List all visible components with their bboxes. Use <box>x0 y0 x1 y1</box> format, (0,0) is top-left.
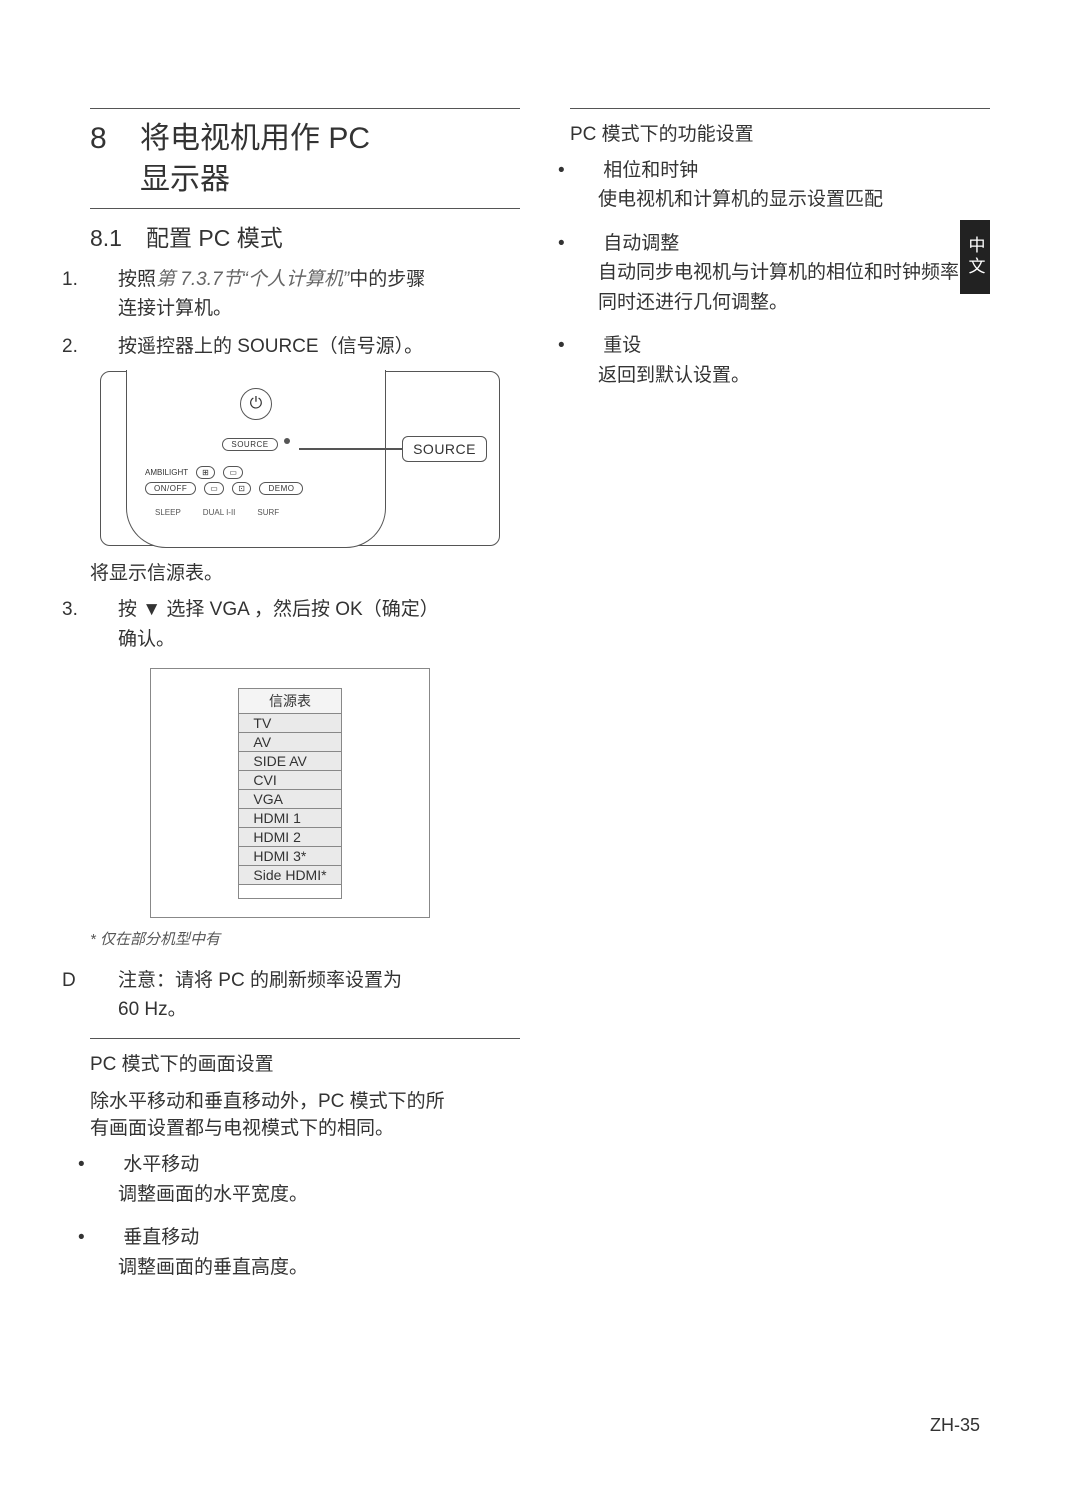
dual-label: DUAL I-II <box>203 508 236 517</box>
power-icon: ⏻ <box>240 388 272 420</box>
bullet-title: 水平移动 <box>123 1154 199 1175</box>
step1-ref: 第 7.3.7节“个人计算机” <box>156 269 349 290</box>
src-row: VGA <box>239 789 341 808</box>
src-row: CVI <box>239 770 341 789</box>
pill-1: ⊞ <box>196 466 215 479</box>
chapter-title-line2: 显示器 <box>140 163 230 196</box>
rule-top-left <box>90 108 520 109</box>
pic-desc-a: 除水平移动和垂直移动外，PC 模式下的所 <box>90 1091 445 1112</box>
step3-b: 确认。 <box>118 629 175 650</box>
rule-pic <box>90 1038 520 1039</box>
bullet-reset: 重设 返回到默认设置。 <box>598 331 990 390</box>
left-column: 8将电视机用作 PC 显示器 8.1配置 PC 模式 1.按照第 7.3.7节“… <box>90 100 520 1296</box>
pic-desc-b: 有画面设置都与电视模式下的相同。 <box>90 1118 394 1139</box>
section-num: 8.1 <box>90 225 146 252</box>
rule-under-chapter <box>90 208 520 209</box>
note60-a: 注意：请将 PC 的刷新频率设置为 <box>118 970 402 991</box>
section-title: 配置 PC 模式 <box>146 225 283 251</box>
src-row: HDMI 2 <box>239 827 341 846</box>
step-2: 2.按遥控器上的 SOURCE（信号源）。 <box>118 332 520 361</box>
remote-row-mid2: ON/OFF ▭ ⊡ DEMO <box>127 482 385 495</box>
sleep-label: SLEEP <box>155 508 181 517</box>
ambilight-label: AMBILIGHT <box>145 468 188 477</box>
step-3: 3.按 ▼ 选择 VGA ，然后按 OK（确定） 确认。 <box>118 595 520 654</box>
onoff-btn: ON/OFF <box>145 482 196 495</box>
src-row: SIDE AV <box>239 751 341 770</box>
src-row: HDMI 1 <box>239 808 341 827</box>
step3-a: 按 ▼ 选择 VGA ，然后按 OK（确定） <box>118 599 439 620</box>
note-d: D <box>90 967 118 996</box>
bullet-phase: 相位和时钟 使电视机和计算机的显示设置匹配 <box>598 156 990 215</box>
bullet-title: 垂直移动 <box>123 1227 199 1248</box>
src-row: AV <box>239 732 341 751</box>
pill-2: ▭ <box>223 466 243 479</box>
pill-3: ▭ <box>204 482 224 495</box>
pic-settings-head: PC 模式下的画面设置 <box>90 1049 520 1076</box>
bullet-title: 重设 <box>603 335 641 356</box>
step1-c: 中的步骤 <box>349 269 425 290</box>
bullet-desc: 调整画面的垂直高度。 <box>118 1253 520 1282</box>
remote-illustration: ⏻ SOURCE AMBILIGHT ⊞ ▭ ON/OFF ▭ ⊡ DEMO <box>100 371 500 546</box>
func-settings-head: PC 模式下的功能设置 <box>570 119 990 146</box>
src-row: Side HDMI* <box>239 865 341 884</box>
remote-row-mid: AMBILIGHT ⊞ ▭ <box>127 466 385 479</box>
src-row: TV <box>239 713 341 732</box>
language-tab: 中文 <box>960 220 990 294</box>
bullet-desc: 返回到默认设置。 <box>598 361 990 390</box>
note60-b: 60 Hz。 <box>118 999 187 1020</box>
remote-body: ⏻ SOURCE AMBILIGHT ⊞ ▭ ON/OFF ▭ ⊡ DEMO <box>126 370 386 548</box>
chapter-num: 8 <box>90 119 140 160</box>
step-1: 1.按照第 7.3.7节“个人计算机”中的步骤 连接计算机。 <box>118 265 520 324</box>
bullet-title: 自动调整 <box>603 233 679 254</box>
bullet-auto: 自动调整 自动同步电视机与计算机的相位和时钟频率，同时还进行几何调整。 <box>598 229 990 317</box>
source-callout: SOURCE <box>402 436 487 462</box>
func-bullets: 相位和时钟 使电视机和计算机的显示设置匹配 自动调整 自动同步电视机与计算机的相… <box>570 156 990 390</box>
step2-text: 按遥控器上的 SOURCE（信号源）。 <box>118 336 423 357</box>
bullet-vmove: 垂直移动 调整画面的垂直高度。 <box>118 1223 520 1282</box>
bullet-desc: 调整画面的水平宽度。 <box>118 1180 520 1209</box>
table-footnote: * 仅在部分机型中有 <box>90 928 520 949</box>
source-btn: SOURCE <box>222 438 277 451</box>
demo-btn: DEMO <box>259 482 303 495</box>
right-column: PC 模式下的功能设置 相位和时钟 使电视机和计算机的显示设置匹配 自动调整 自… <box>570 100 990 1296</box>
bullet-desc: 自动同步电视机与计算机的相位和时钟频率，同时还进行几何调整。 <box>598 258 990 317</box>
bullet-hmove: 水平移动 调整画面的水平宽度。 <box>118 1150 520 1209</box>
pic-bullets: 水平移动 调整画面的水平宽度。 垂直移动 调整画面的垂直高度。 <box>90 1150 520 1282</box>
rule-top-right <box>570 108 990 109</box>
bullet-title: 相位和时钟 <box>603 160 698 181</box>
pill-4: ⊡ <box>232 482 251 495</box>
page-number: ZH-35 <box>930 1415 980 1436</box>
section-8-1: 8.1配置 PC 模式 <box>90 219 520 253</box>
source-table: 信源表 TV AV SIDE AV CVI VGA HDMI 1 HDMI 2 … <box>238 688 341 899</box>
src-row: HDMI 3* <box>239 846 341 865</box>
source-table-wrap: 信源表 TV AV SIDE AV CVI VGA HDMI 1 HDMI 2 … <box>150 668 430 918</box>
remote-row-bottom: SLEEP DUAL I-II SURF <box>127 508 385 517</box>
note-60hz: D注意：请将 PC 的刷新频率设置为 60 Hz。 <box>90 967 520 1024</box>
src-row-blank <box>239 884 341 898</box>
dot-icon <box>284 438 290 444</box>
pic-desc: 除水平移动和垂直移动外，PC 模式下的所 有画面设置都与电视模式下的相同。 <box>90 1086 520 1140</box>
chapter-title: 8将电视机用作 PC 显示器 <box>90 119 520 200</box>
after-remote-text: 将显示信源表。 <box>90 558 520 585</box>
chapter-title-line1: 将电视机用作 PC <box>140 122 370 155</box>
source-table-header: 信源表 <box>239 688 341 713</box>
steps-list-2: 3.按 ▼ 选择 VGA ，然后按 OK（确定） 确认。 <box>90 595 520 654</box>
bullet-desc: 使电视机和计算机的显示设置匹配 <box>598 185 990 214</box>
surf-label: SURF <box>257 508 279 517</box>
step1-d: 连接计算机。 <box>118 298 232 319</box>
steps-list: 1.按照第 7.3.7节“个人计算机”中的步骤 连接计算机。 2.按遥控器上的 … <box>90 265 520 361</box>
step1-a: 按照 <box>118 269 156 290</box>
